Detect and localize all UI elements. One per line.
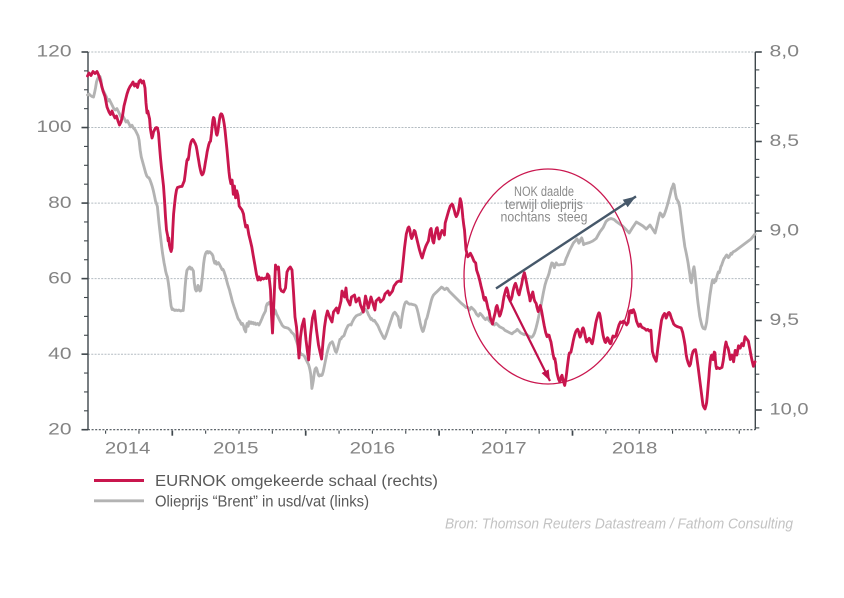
svg-text:100: 100 [37,118,72,136]
svg-text:10,0: 10,0 [770,401,809,419]
svg-text:2015: 2015 [213,439,259,457]
svg-text:2017: 2017 [481,439,527,457]
svg-text:40: 40 [48,345,71,363]
svg-text:terwijl olieprijs: terwijl olieprijs [505,197,583,212]
svg-text:2016: 2016 [350,439,396,457]
svg-text:8,0: 8,0 [770,43,800,61]
svg-text:2014: 2014 [105,439,151,457]
svg-text:NOK daalde: NOK daalde [514,184,574,199]
svg-text:nochtans steeg: nochtans steeg [501,209,588,224]
svg-text:Olieprijs “Brent” in usd/vat (: Olieprijs “Brent” in usd/vat (links) [155,494,369,511]
svg-text:2018: 2018 [612,439,658,457]
svg-text:Bron: Thomson Reuters Datastre: Bron: Thomson Reuters Datastream / Fatho… [445,517,793,533]
svg-text:60: 60 [48,269,71,287]
svg-text:20: 20 [48,420,71,438]
svg-text:8,5: 8,5 [770,132,800,150]
svg-text:120: 120 [37,43,72,61]
svg-text:9,5: 9,5 [770,311,800,329]
svg-text:80: 80 [48,194,71,212]
svg-text:EURNOK omgekeerde schaal (rech: EURNOK omgekeerde schaal (rechts) [155,473,438,490]
svg-text:9,0: 9,0 [770,222,800,240]
